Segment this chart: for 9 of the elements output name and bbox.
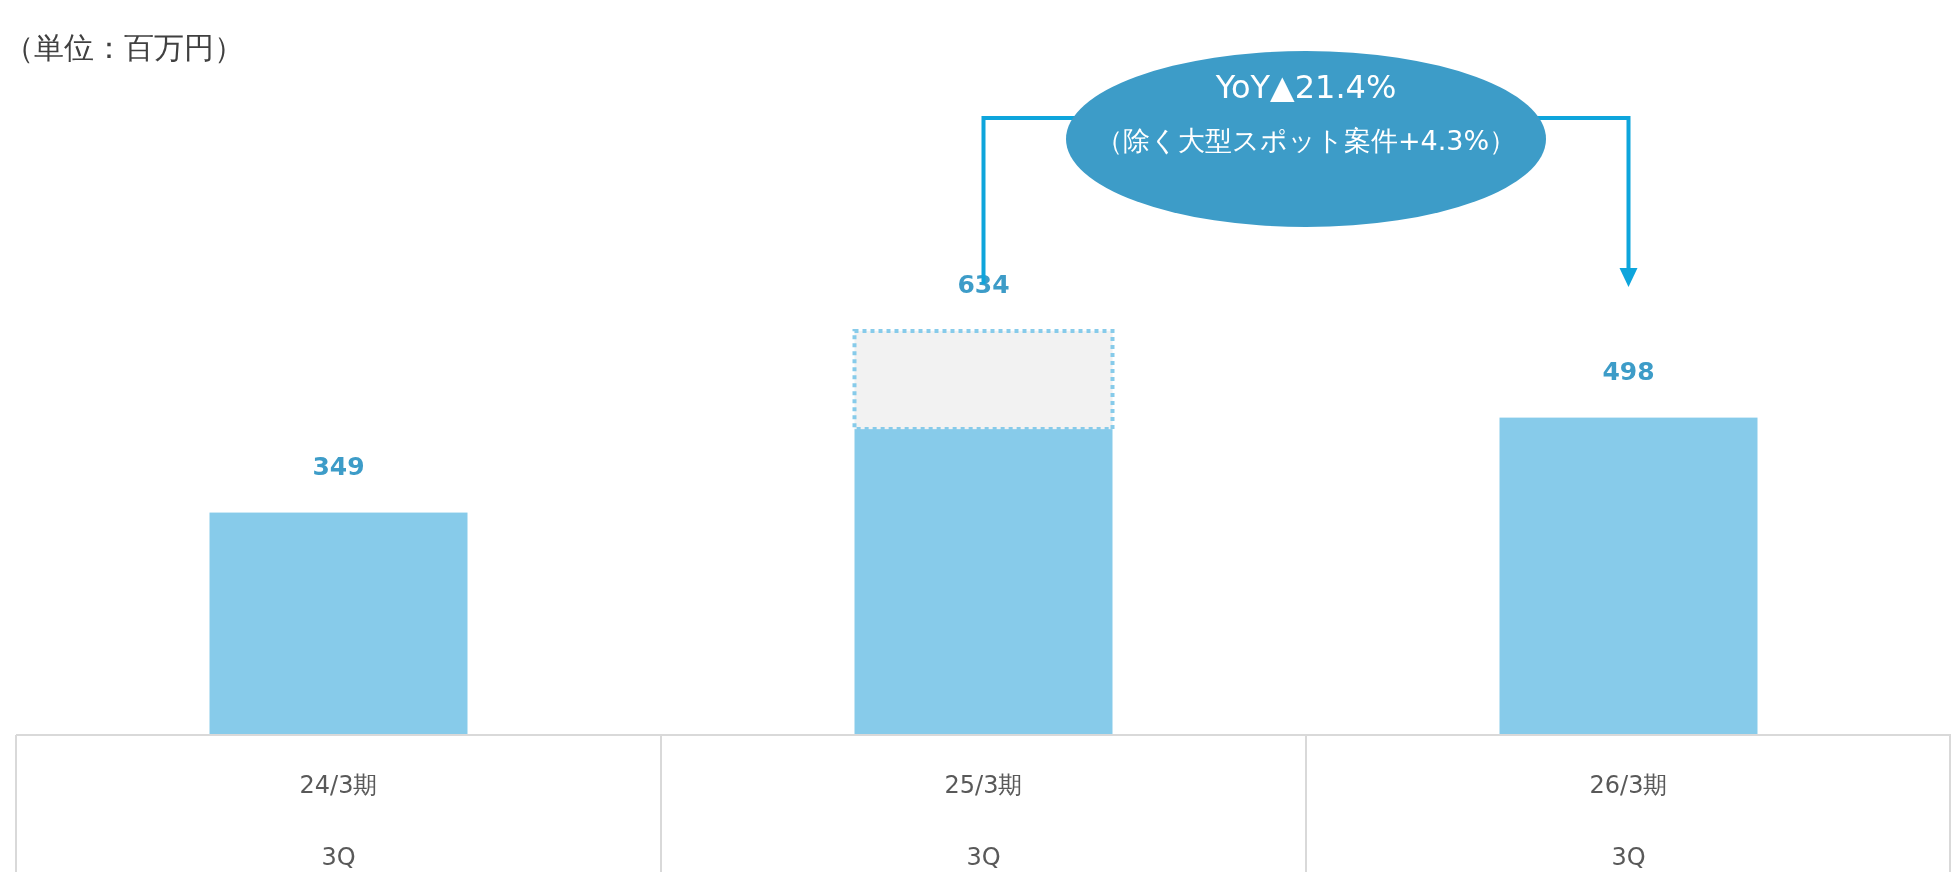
text: （単位：百万円） (4, 30, 244, 65)
category-label: 24/3期 3Q (299, 771, 378, 871)
total-label: 634 (957, 269, 1010, 299)
data-label: 349 (312, 451, 365, 481)
category-label: 25/3期 3Q (944, 771, 1023, 871)
text: （除く大型スポット案件+4.3%） (1095, 125, 1517, 156)
data-label: 498 (1602, 356, 1655, 386)
category-label: 26/3期 3Q (1589, 771, 1668, 871)
text: YoY▲21.4% (1214, 68, 1397, 106)
